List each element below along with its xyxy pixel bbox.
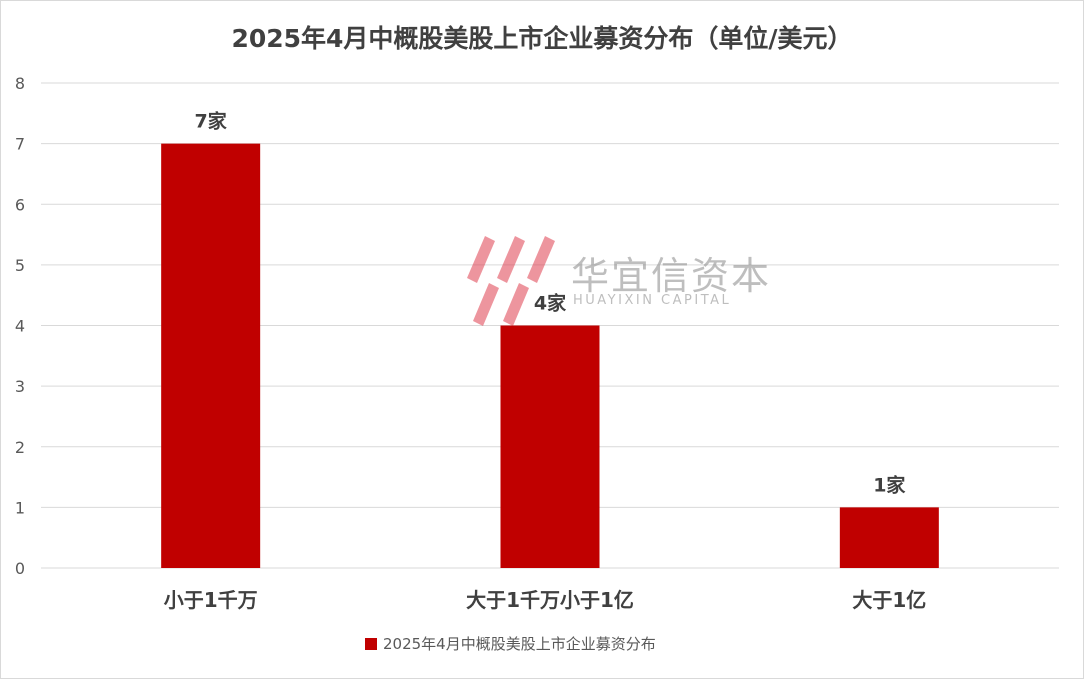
x-axis-tick-labels: 小于1千万 大于1千万小于1亿 大于1亿 (164, 588, 927, 612)
data-label: 1家 (873, 473, 906, 496)
bar-1 (161, 143, 261, 568)
x-tick-label: 大于1亿 (852, 588, 926, 612)
chart-title: 2025年4月中概股美股上市企业募资分布（单位/美元） (231, 24, 852, 53)
y-axis-tick-labels: 0 1 2 3 4 5 6 7 8 (15, 74, 25, 578)
legend: 2025年4月中概股美股上市企业募资分布 (365, 635, 656, 653)
x-tick-label: 大于1千万小于1亿 (466, 588, 634, 612)
y-tick-label: 3 (15, 377, 25, 396)
bars (161, 143, 939, 568)
y-tick-label: 6 (15, 195, 25, 214)
bar-3 (839, 507, 939, 568)
y-tick-label: 1 (15, 498, 25, 517)
data-label: 4家 (534, 292, 567, 315)
y-tick-label: 7 (15, 135, 25, 154)
data-label: 7家 (195, 110, 228, 133)
y-tick-label: 2 (15, 438, 25, 457)
bar-2 (500, 325, 600, 568)
y-tick-label: 5 (15, 256, 25, 275)
legend-swatch (365, 638, 377, 650)
data-labels: 7家 4家 1家 (195, 110, 907, 497)
y-tick-label: 4 (15, 317, 25, 336)
x-tick-label: 小于1千万 (164, 588, 258, 612)
legend-label: 2025年4月中概股美股上市企业募资分布 (383, 635, 656, 653)
y-tick-label: 0 (15, 559, 25, 578)
y-tick-label: 8 (15, 74, 25, 93)
